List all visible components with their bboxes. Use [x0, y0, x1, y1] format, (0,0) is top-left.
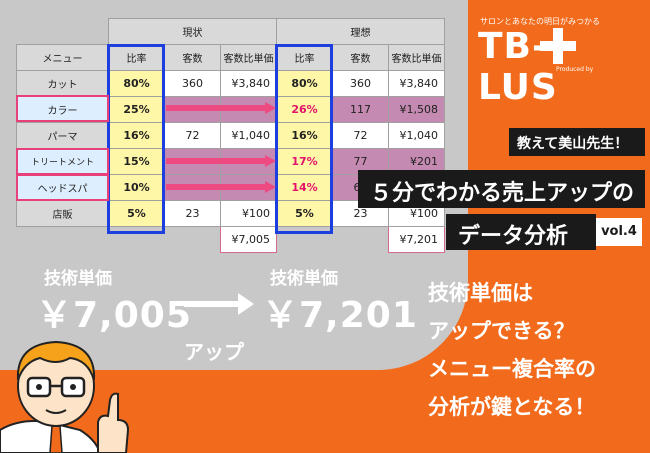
count-cell: 360	[332, 70, 389, 97]
ratio-cell: 14%	[276, 174, 333, 201]
ratio-cell: 15%	[108, 148, 165, 175]
title-line-1: 教えて美山先生！	[509, 128, 645, 156]
count-cell: 72	[332, 122, 389, 149]
arrow-right-icon	[184, 293, 254, 315]
table-row: カット 80% 360 ¥3,840 80% 360 ¥3,840	[16, 70, 445, 97]
table-row: 店販 5% 23 ¥100 5% 23 ¥100	[16, 200, 445, 227]
col-header: メニュー	[16, 44, 109, 71]
logo-text-right: LUS	[478, 67, 558, 108]
unit-cell: ¥1,040	[220, 122, 277, 149]
count-cell	[164, 174, 221, 201]
price-label-before: 技術単価	[44, 269, 112, 289]
price-after: ￥7,201	[262, 295, 418, 336]
total-current: ¥7,005	[220, 226, 277, 253]
col-header: 客数比単価	[220, 44, 277, 71]
group-current: 現状	[108, 18, 277, 45]
ratio-cell: 80%	[108, 70, 165, 97]
group-header-row: 現状 理想	[17, 18, 445, 45]
unit-cell: ¥1,508	[388, 96, 445, 123]
menu-cell: 店販	[16, 200, 109, 227]
ratio-cell: 10%	[108, 174, 165, 201]
unit-cell: ¥1,040	[388, 122, 445, 149]
menu-cell: ヘッドスパ	[16, 174, 109, 201]
ratio-cell: 25%	[108, 96, 165, 123]
unit-cell	[220, 96, 277, 123]
count-cell: 23	[164, 200, 221, 227]
message-line: アップできる？	[428, 319, 575, 343]
ratio-cell: 16%	[108, 122, 165, 149]
ratio-cell: 5%	[108, 200, 165, 227]
unit-cell: ¥3,840	[388, 70, 445, 97]
menu-cell: カット	[16, 70, 109, 97]
count-cell: 117	[332, 96, 389, 123]
col-header: 客数比単価	[388, 44, 445, 71]
price-label-after: 技術単価	[270, 269, 338, 289]
col-header: 客数	[164, 44, 221, 71]
logo-text-left: TB-	[478, 26, 548, 67]
table-row: カラー 25% 26% 117 ¥1,508	[16, 96, 445, 123]
col-header: 比率	[108, 44, 165, 71]
col-header: 客数	[332, 44, 389, 71]
count-cell	[164, 96, 221, 123]
table-row: パーマ 16% 72 ¥1,040 16% 72 ¥1,040	[16, 122, 445, 149]
title-line-3: データ分析	[446, 214, 596, 250]
message-line: メニュー複合率の	[428, 357, 596, 381]
count-cell	[164, 148, 221, 175]
column-header-row: メニュー 比率 客数 客数比単価 比率 客数 客数比単価	[16, 44, 445, 71]
unit-cell: ¥100	[220, 200, 277, 227]
total-row: ¥7,005 ¥7,201	[17, 226, 445, 253]
produced-by: Produced by	[556, 66, 594, 73]
menu-cell: パーマ	[16, 122, 109, 149]
message-line: 分析が鍵となる！	[428, 395, 596, 419]
group-ideal: 理想	[276, 18, 445, 45]
total-ideal: ¥7,201	[388, 226, 445, 253]
ratio-cell: 5%	[276, 200, 333, 227]
logo: TB-LUS	[478, 26, 650, 108]
unit-cell	[220, 174, 277, 201]
ratio-cell: 26%	[276, 96, 333, 123]
title-line-2: ５分でわかる売上アップの	[358, 170, 645, 208]
volume-badge: vol.4	[596, 218, 642, 246]
arrow-label: アップ	[184, 340, 244, 364]
unit-cell: ¥3,840	[220, 70, 277, 97]
teacher-character-illustration	[0, 340, 130, 453]
plus-icon	[538, 26, 578, 66]
ratio-cell: 17%	[276, 148, 333, 175]
count-cell: 360	[164, 70, 221, 97]
message-line: 技術単価は	[428, 281, 533, 305]
ratio-cell: 80%	[276, 70, 333, 97]
col-header: 比率	[276, 44, 333, 71]
menu-cell: カラー	[16, 96, 109, 123]
count-cell: 72	[164, 122, 221, 149]
data-table: 現状 理想 メニュー 比率 客数 客数比単価 比率 客数 客数比単価 カット 8…	[16, 18, 445, 253]
logo-tagline: サロンとあなたの明日がみつかる	[480, 17, 600, 26]
message: 技術単価は アップできる？ メニュー複合率の 分析が鍵となる！	[428, 274, 648, 426]
unit-cell	[220, 148, 277, 175]
menu-cell: トリートメント	[16, 148, 109, 175]
price-before: ￥7,005	[36, 295, 192, 336]
ratio-cell: 16%	[276, 122, 333, 149]
